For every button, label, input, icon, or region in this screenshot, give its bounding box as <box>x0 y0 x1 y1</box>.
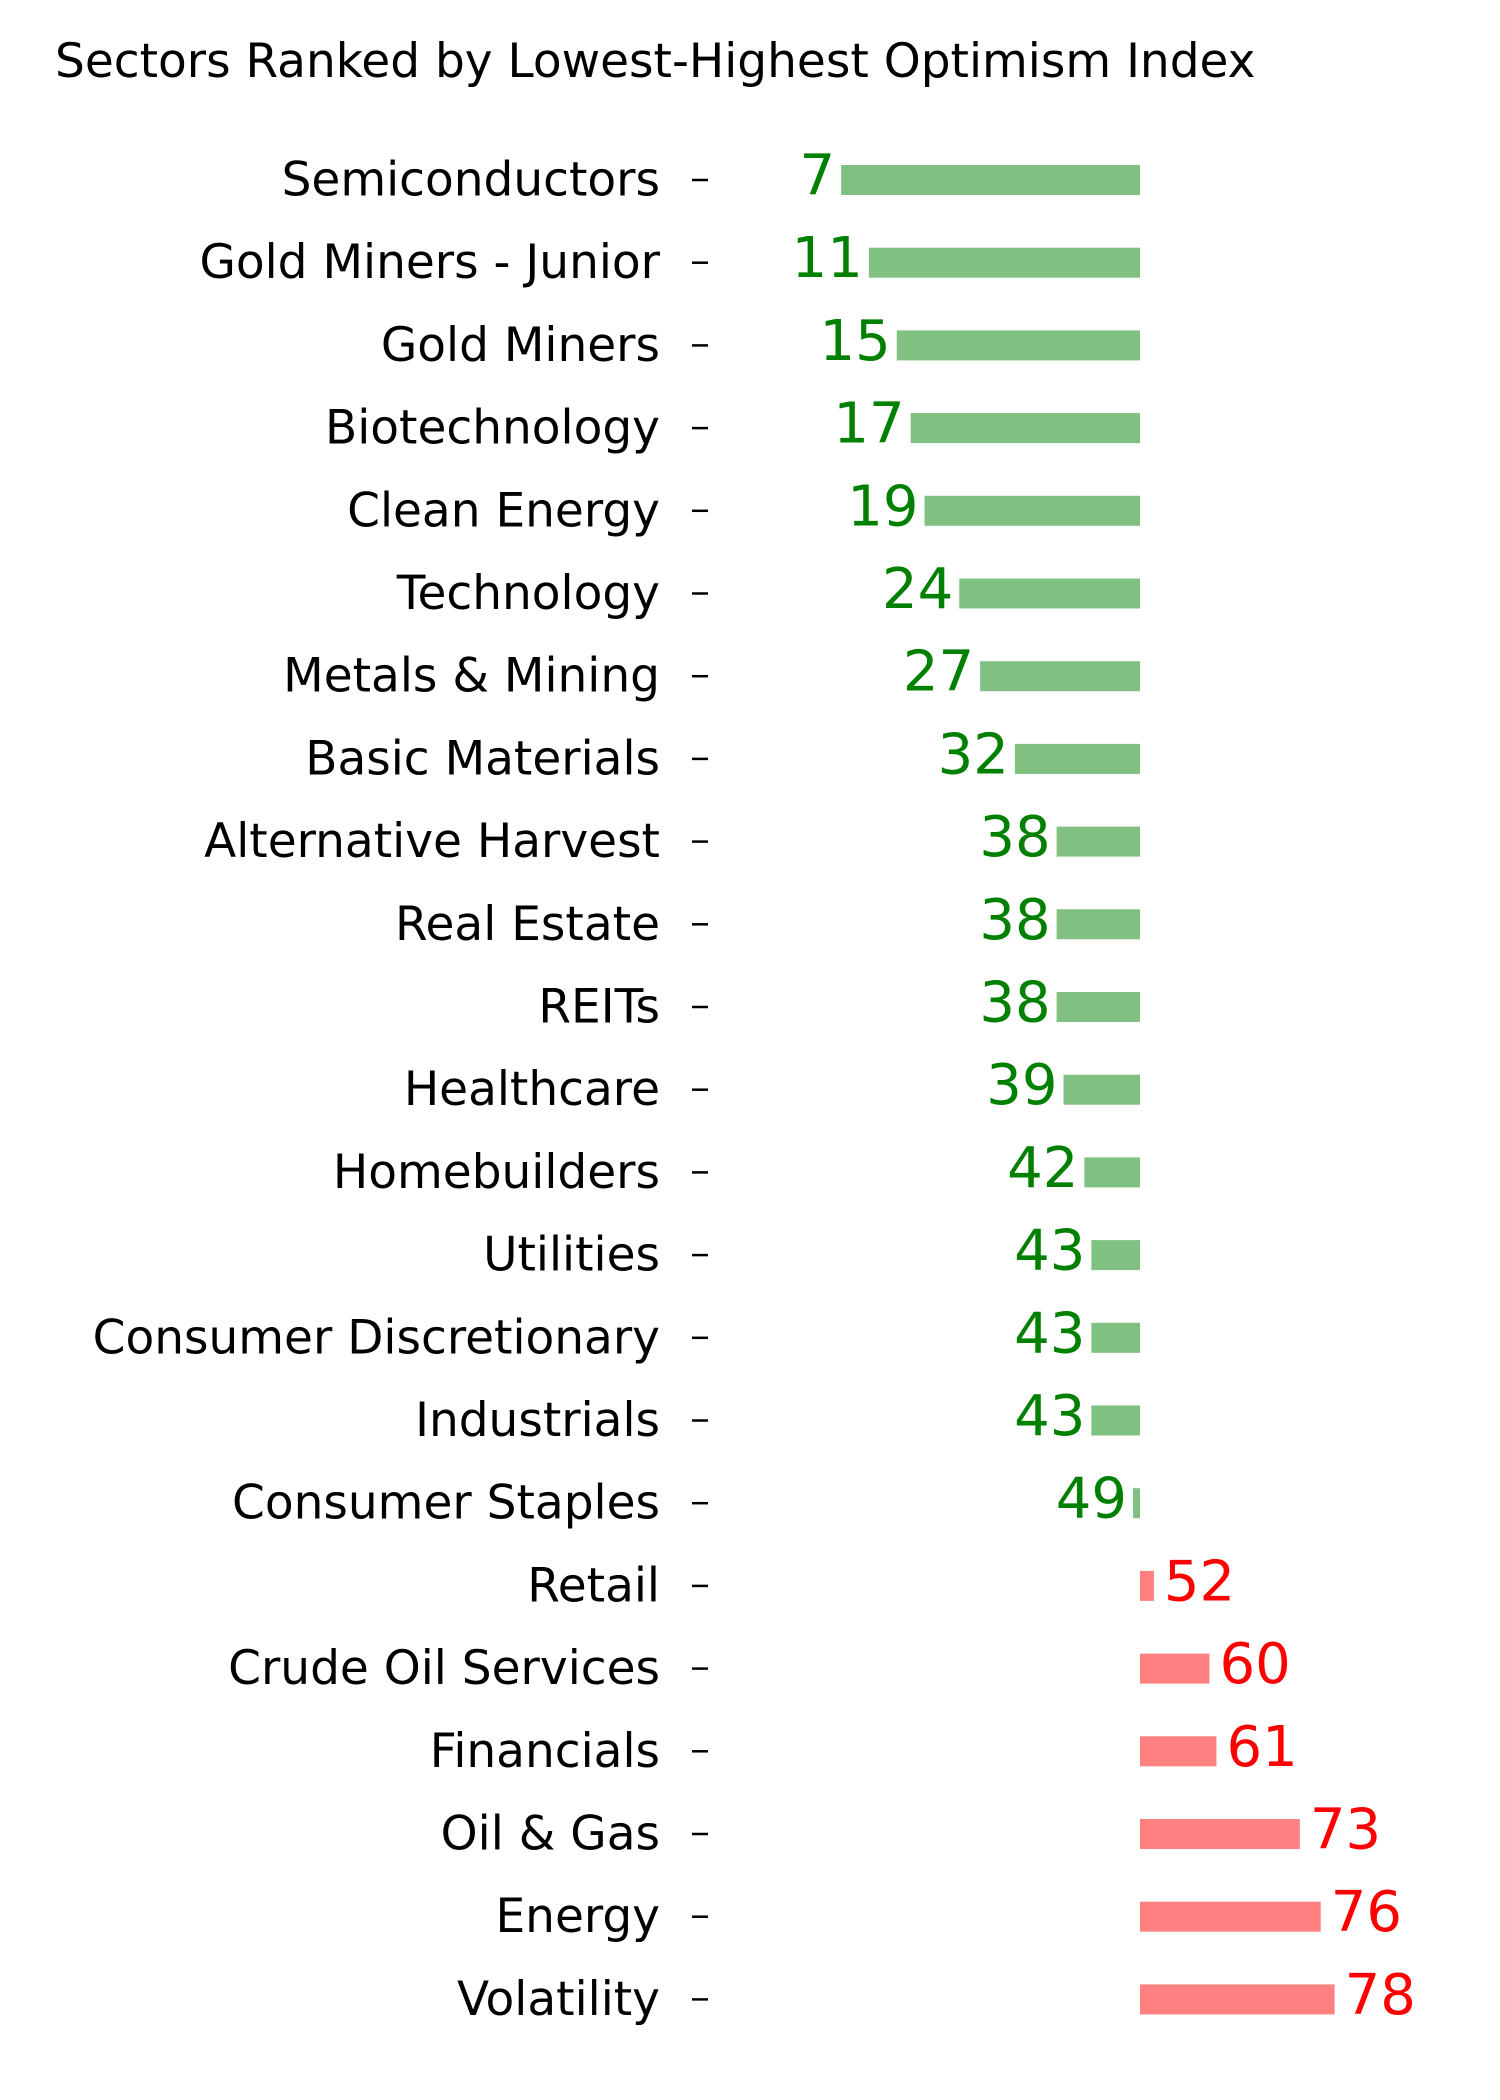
category-label: Gold Miners - Junior <box>199 235 660 290</box>
category-label: Oil & Gas <box>441 1807 660 1862</box>
value-label: 61 <box>1226 1715 1297 1780</box>
bar <box>1140 1984 1335 2015</box>
category-label: Semiconductors <box>282 153 660 208</box>
category-labels: Semiconductors Gold Miners - Junior Gold M… <box>93 153 661 2027</box>
bar <box>924 495 1140 526</box>
category-label: Clean Energy <box>347 483 660 538</box>
value-label: 49 <box>1056 1467 1127 1532</box>
value-label: 42 <box>1007 1136 1078 1201</box>
value-label: 19 <box>847 474 918 539</box>
category-label: Technology <box>396 566 660 621</box>
category-label: Homebuilders <box>333 1145 660 1200</box>
bar <box>1140 1570 1154 1601</box>
value-label: 60 <box>1220 1632 1291 1697</box>
category-label: Real Estate <box>395 897 660 952</box>
category-label: Industrials <box>415 1393 660 1448</box>
category-label: Metals & Mining <box>283 649 660 704</box>
category-label: Financials <box>430 1724 660 1779</box>
bar <box>1140 1736 1217 1767</box>
value-labels: 7111517192427323838383942434343495260617… <box>792 144 1416 2028</box>
category-label: REITs <box>538 980 660 1035</box>
category-label: Utilities <box>483 1228 660 1283</box>
category-label: Energy <box>495 1889 660 1944</box>
category-label: Consumer Discretionary <box>93 1310 660 1365</box>
category-label: Biotechnology <box>325 401 660 456</box>
bar <box>1014 743 1140 774</box>
value-label: 24 <box>882 557 953 622</box>
category-label: Alternative Harvest <box>204 814 660 869</box>
category-label: Basic Materials <box>305 731 660 786</box>
bar <box>1091 1405 1140 1436</box>
value-label: 39 <box>986 1053 1057 1118</box>
value-label: 32 <box>938 722 1009 787</box>
bar <box>959 578 1140 609</box>
category-label: Volatility <box>457 1972 660 2027</box>
value-label: 38 <box>979 888 1050 953</box>
category-label: Gold Miners <box>381 318 660 373</box>
chart-title: Sectors Ranked by Lowest-Highest Optimis… <box>55 34 1256 89</box>
value-label: 43 <box>1014 1384 1085 1449</box>
bar <box>1063 1074 1140 1105</box>
bar <box>1091 1322 1140 1353</box>
value-label: 43 <box>1014 1301 1085 1366</box>
bar <box>841 165 1140 195</box>
value-label: 52 <box>1164 1549 1235 1614</box>
bar <box>1056 826 1140 857</box>
bar <box>910 413 1140 444</box>
value-label: 76 <box>1331 1880 1402 1945</box>
bar <box>1056 909 1140 940</box>
value-label: 17 <box>833 392 904 457</box>
value-label: 7 <box>800 144 836 209</box>
value-label: 11 <box>792 226 863 291</box>
bar <box>1084 1157 1140 1188</box>
value-label: 15 <box>819 309 890 374</box>
bar <box>1140 1819 1300 1849</box>
value-label: 78 <box>1345 1963 1416 2028</box>
value-label: 43 <box>1014 1219 1085 1284</box>
bar <box>1091 1240 1140 1271</box>
bar <box>1133 1488 1140 1519</box>
bar <box>1140 1653 1210 1684</box>
value-label: 38 <box>979 971 1050 1036</box>
value-label: 27 <box>903 640 974 705</box>
category-label: Retail <box>527 1558 660 1613</box>
bars <box>841 165 1335 2015</box>
bar <box>868 247 1140 278</box>
bar <box>896 330 1140 361</box>
bar <box>980 661 1140 692</box>
category-label: Consumer Staples <box>232 1476 660 1531</box>
tick-marks <box>692 178 708 2001</box>
category-label: Crude Oil Services <box>228 1641 660 1696</box>
bar <box>1140 1901 1321 1932</box>
category-label: Healthcare <box>404 1062 660 1117</box>
value-label: 73 <box>1310 1798 1381 1863</box>
value-label: 38 <box>979 805 1050 870</box>
bar <box>1056 992 1140 1022</box>
